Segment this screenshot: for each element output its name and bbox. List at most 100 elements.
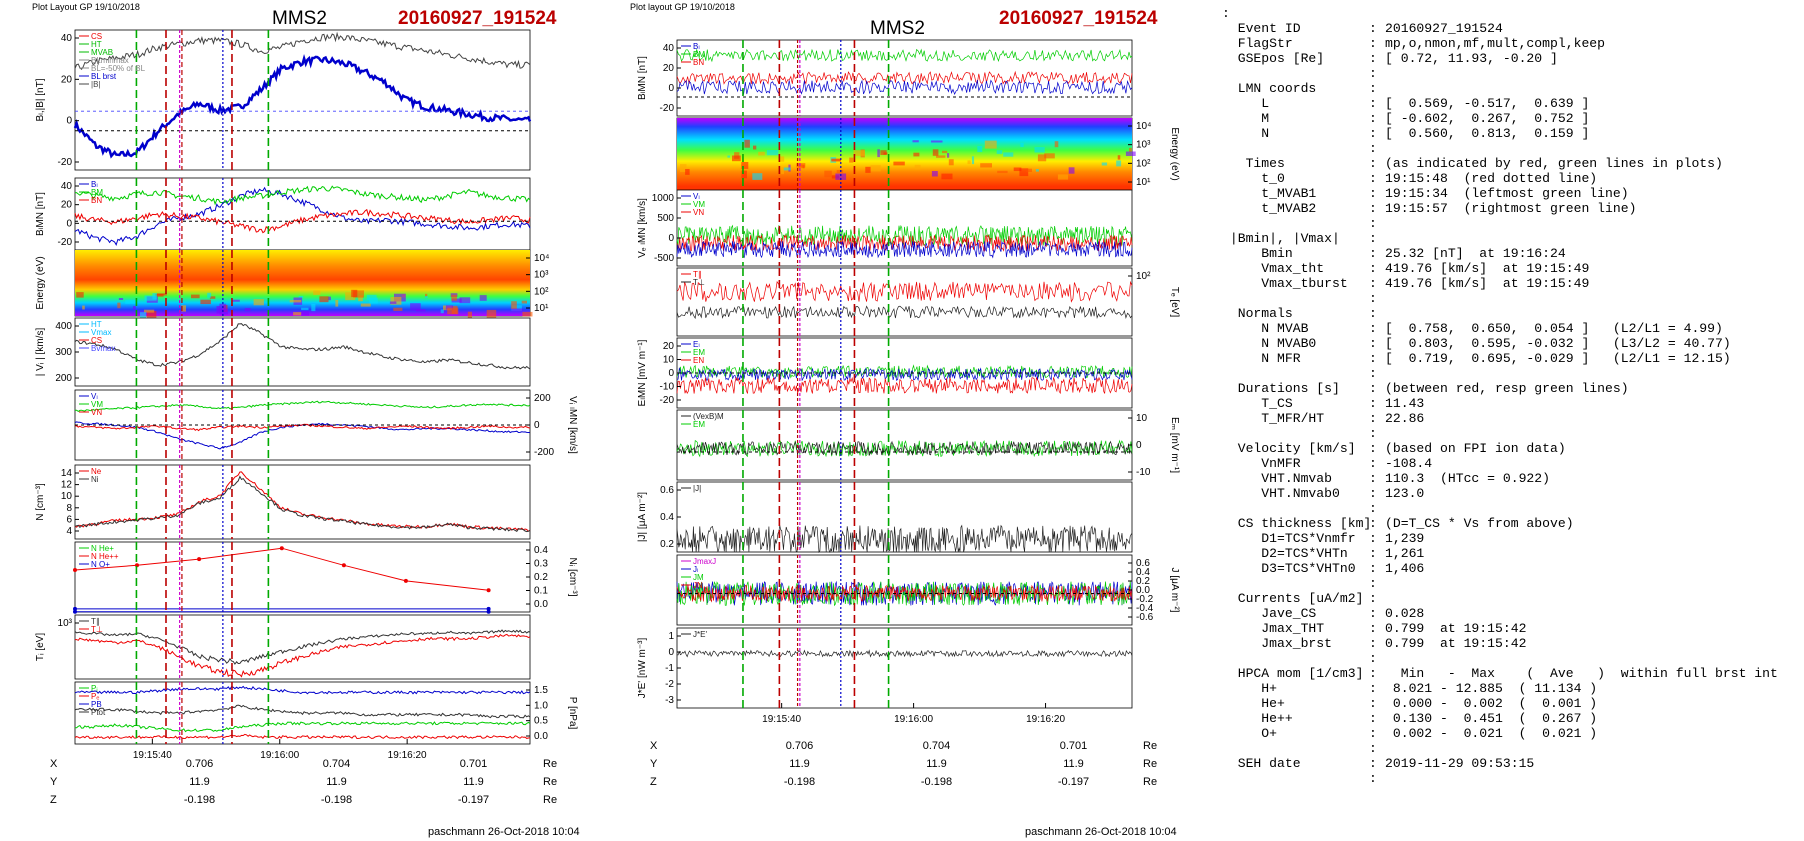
series-line-point (73, 609, 77, 614)
param-value: 0.799 at 19:15:42 (1385, 621, 1527, 636)
legend-entry: |B| (91, 80, 101, 89)
spectrogram-speckle (416, 309, 426, 312)
series-line-point (341, 563, 346, 568)
spectrogram-speckle (870, 165, 881, 172)
y-axis-label: Vₑ ₗMN [km/s] (637, 198, 648, 258)
panel-2: 10⁴ 10³ 10² 10¹ Energy (eV) (35, 249, 549, 321)
spectrogram-speckle (1013, 167, 1022, 172)
param-value: 22.86 (1385, 411, 1425, 426)
legend-entry: Vₗ (91, 392, 98, 401)
time-tick-label: 19:15:40 (762, 714, 801, 725)
tick-label: 20 (663, 341, 675, 352)
param-colon: : (1369, 51, 1377, 66)
param-value: 11.43 (1385, 396, 1425, 411)
param-key: Times (1222, 156, 1285, 171)
param-colon: : (1369, 741, 1377, 756)
legend-entry: HT (91, 320, 102, 329)
param-key: D2=TCS*VHTn (1222, 546, 1348, 561)
tick-label: 0.4 (660, 512, 674, 523)
param-key: VHT.Nmvab (1222, 471, 1333, 486)
spectrogram-speckle (232, 299, 240, 302)
tick-label: 1.0 (534, 700, 548, 711)
param-colon: : (1369, 636, 1377, 651)
legend-entry: MVAB (91, 48, 113, 57)
param-colon: : (1369, 441, 1377, 456)
tick-label: 14 (61, 468, 73, 479)
tick-label: 0 (534, 420, 540, 431)
legend-entry: CS (91, 336, 102, 345)
param-value: (between red, resp green lines) (1385, 381, 1629, 396)
coord-value: -0.198 (783, 776, 816, 788)
param-colon: : (1369, 471, 1377, 486)
param-key: Vmax_tht (1222, 261, 1325, 276)
param-colon: : (1369, 456, 1377, 471)
param-key: t_MVAB1 (1222, 186, 1317, 201)
spectrogram-speckle (319, 296, 329, 303)
param-colon: : (1369, 381, 1377, 396)
spectrogram-speckle (467, 311, 472, 320)
spectrogram-speckle (486, 309, 497, 318)
spectrogram-speckle (727, 155, 730, 158)
coord-value: 0.701 (1059, 740, 1088, 752)
legend-entry: T∥ (693, 270, 702, 279)
spectrogram-speckle (680, 164, 687, 172)
param-colon: : (1369, 501, 1377, 516)
spectrogram-speckle (410, 303, 421, 311)
y-axis-label: Nᵢ [cm⁻³] (567, 557, 578, 596)
tick-label: 20 (61, 74, 73, 85)
spectrogram-speckle (293, 312, 302, 316)
time-tick-label: 19:16:00 (260, 750, 299, 760)
legend-entry: VM (91, 400, 103, 409)
spectrogram-speckle (1068, 167, 1075, 174)
legend-entry: Bₗ (693, 42, 700, 51)
param-colon: : (1369, 696, 1377, 711)
middle-footer: paschmann 26-Oct-2018 10:04 (1025, 826, 1177, 838)
param-value: 419.76 [km/s] at 19:15:49 (1385, 261, 1590, 276)
panel-3: 10² Tₑ [eV] T∥T⊥ (676, 267, 1180, 337)
spectrogram-speckle (253, 299, 264, 306)
param-value: 8.021 - 12.885 ( 11.134 ) (1385, 681, 1598, 696)
spectrogram-speckle (996, 150, 1003, 154)
param-key: LMN coords (1222, 81, 1317, 96)
tick-label: 8 (66, 503, 72, 514)
legend-entry: N He++ (91, 552, 119, 561)
series-line (676, 584, 1133, 603)
spectrogram-speckle (931, 140, 943, 143)
y-axis-label: Bₗ,|B| [nT] (35, 78, 46, 121)
series-line (676, 439, 1133, 458)
legend-entry: JM (693, 573, 704, 582)
param-colon: : (1369, 111, 1377, 126)
param-value: [ 0.569, -0.517, 0.639 ] (1385, 96, 1590, 111)
spectrogram-speckle (244, 308, 251, 312)
y-axis-label: Vᵢ ₗMN [km/s] (567, 396, 578, 454)
spectrogram-speckle (207, 292, 212, 298)
series-line-point (403, 578, 408, 583)
series-line (676, 305, 1133, 320)
tick-label: 10¹ (534, 303, 549, 314)
spectrogram-speckle (1057, 174, 1069, 180)
param-colon: : (1369, 516, 1377, 531)
spectrogram-speckle (451, 294, 457, 301)
coord-value: -0.198 (920, 776, 953, 788)
legend-entry: Vₗ (693, 192, 700, 201)
spectrogram-speckle (301, 307, 309, 311)
spectrogram-speckle (328, 296, 331, 301)
series-line (74, 208, 531, 234)
spectrogram-speckle (146, 311, 157, 318)
param-colon: : (1369, 126, 1377, 141)
tick-label: -2 (665, 679, 674, 690)
spectrogram-speckle (351, 289, 358, 298)
spectrogram-speckle (511, 308, 523, 312)
coord-unit: Re (543, 776, 558, 788)
legend-entry: Bₗ (91, 180, 98, 189)
spectrogram-speckle (752, 173, 763, 180)
legend-entry: CS (91, 32, 102, 41)
spectrogram-speckle (289, 300, 302, 303)
param-value: [ -0.602, 0.267, 0.752 ] (1385, 111, 1590, 126)
tick-label: -20 (660, 395, 675, 406)
param-key: Velocity [km/s] (1222, 441, 1356, 456)
spectrogram-speckle (140, 312, 147, 321)
coord-label: Y (50, 776, 58, 788)
